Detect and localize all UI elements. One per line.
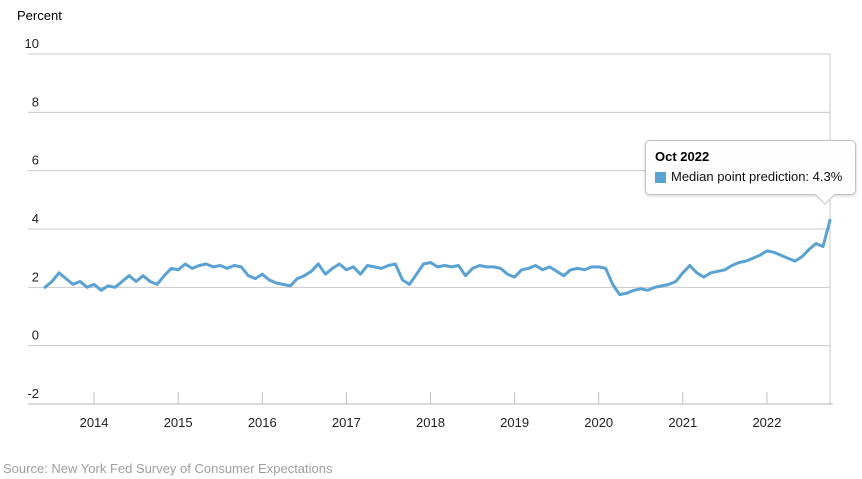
x-tick-label: 2017 [332,415,361,430]
y-axis-title: Percent [17,8,62,23]
tooltip-value-text: Median point prediction: 4.3% [671,169,843,184]
x-tick-label: 2020 [584,415,613,430]
y-tick-label: 4 [32,211,39,226]
x-tick-label: 2022 [752,415,781,430]
y-tick-label: 6 [32,153,39,168]
y-tick-label: 0 [32,328,39,343]
tooltip-series-row: Median point prediction: 4.3% [655,169,846,185]
x-tick-label: 2014 [80,415,109,430]
series-line[interactable] [43,218,832,297]
y-tick-label: 8 [32,94,39,109]
y-tick-label: -2 [27,386,39,401]
x-tick-label: 2018 [416,415,445,430]
source-note: Source: New York Fed Survey of Consumer … [3,461,333,476]
x-tick-label: 2016 [248,415,277,430]
x-tick-label: 2021 [668,415,697,430]
x-tick-label: 2015 [164,415,193,430]
y-tick-label: 2 [32,269,39,284]
x-tick-label: 2019 [500,415,529,430]
y-tick-label: 10 [25,36,39,51]
chart-tooltip: Oct 2022 Median point prediction: 4.3% [645,140,856,205]
series-marker-icon [655,171,666,183]
tooltip-date-title: Oct 2022 [655,149,710,164]
